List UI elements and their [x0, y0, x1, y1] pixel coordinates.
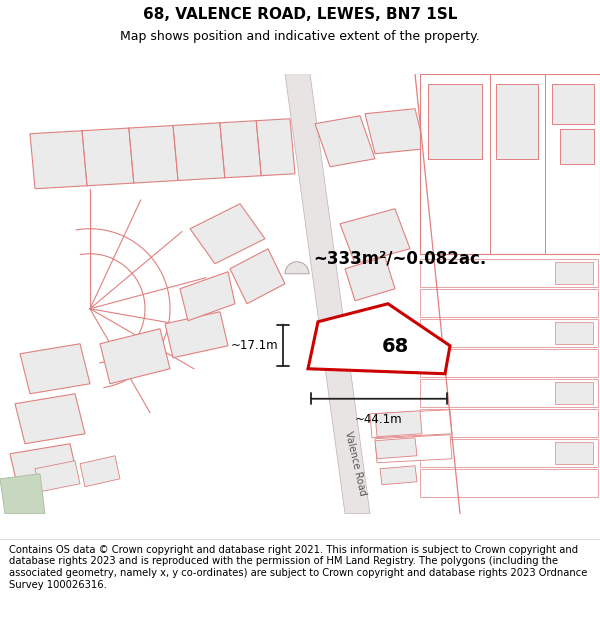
Polygon shape [285, 74, 370, 514]
Polygon shape [10, 444, 78, 489]
Polygon shape [230, 249, 285, 304]
Polygon shape [375, 438, 417, 459]
Polygon shape [420, 379, 598, 407]
Polygon shape [180, 272, 235, 321]
Polygon shape [340, 209, 410, 264]
Polygon shape [0, 474, 45, 514]
Polygon shape [420, 289, 598, 317]
Text: Map shows position and indicative extent of the property.: Map shows position and indicative extent… [120, 30, 480, 43]
Polygon shape [165, 312, 228, 358]
Polygon shape [100, 329, 170, 384]
Polygon shape [420, 319, 598, 347]
Polygon shape [420, 74, 600, 254]
Text: ~17.1m: ~17.1m [230, 339, 278, 352]
Text: Contains OS data © Crown copyright and database right 2021. This information is : Contains OS data © Crown copyright and d… [9, 545, 587, 589]
Polygon shape [315, 116, 375, 167]
Polygon shape [375, 411, 422, 437]
Polygon shape [80, 456, 120, 487]
Text: ~44.1m: ~44.1m [355, 412, 403, 426]
Polygon shape [30, 119, 295, 189]
Polygon shape [375, 435, 452, 462]
Polygon shape [15, 394, 85, 444]
Polygon shape [365, 109, 425, 154]
Polygon shape [20, 344, 90, 394]
Polygon shape [420, 259, 598, 287]
Polygon shape [552, 84, 594, 124]
Polygon shape [420, 469, 598, 497]
Polygon shape [555, 442, 593, 464]
Polygon shape [555, 322, 593, 344]
Polygon shape [308, 304, 450, 374]
Text: Valence Road: Valence Road [343, 431, 367, 497]
Polygon shape [555, 262, 593, 284]
Polygon shape [190, 204, 265, 264]
Polygon shape [496, 84, 538, 159]
Wedge shape [285, 262, 309, 274]
Text: 68: 68 [382, 338, 409, 356]
Polygon shape [420, 439, 598, 467]
Polygon shape [380, 466, 417, 485]
Polygon shape [428, 84, 482, 159]
Polygon shape [420, 409, 598, 437]
Polygon shape [370, 410, 452, 437]
Polygon shape [345, 257, 395, 301]
Polygon shape [420, 349, 598, 377]
Polygon shape [555, 382, 593, 404]
Polygon shape [35, 461, 80, 492]
Text: ~333m²/~0.082ac.: ~333m²/~0.082ac. [313, 250, 487, 268]
Text: 68, VALENCE ROAD, LEWES, BN7 1SL: 68, VALENCE ROAD, LEWES, BN7 1SL [143, 7, 457, 22]
Polygon shape [560, 129, 594, 164]
